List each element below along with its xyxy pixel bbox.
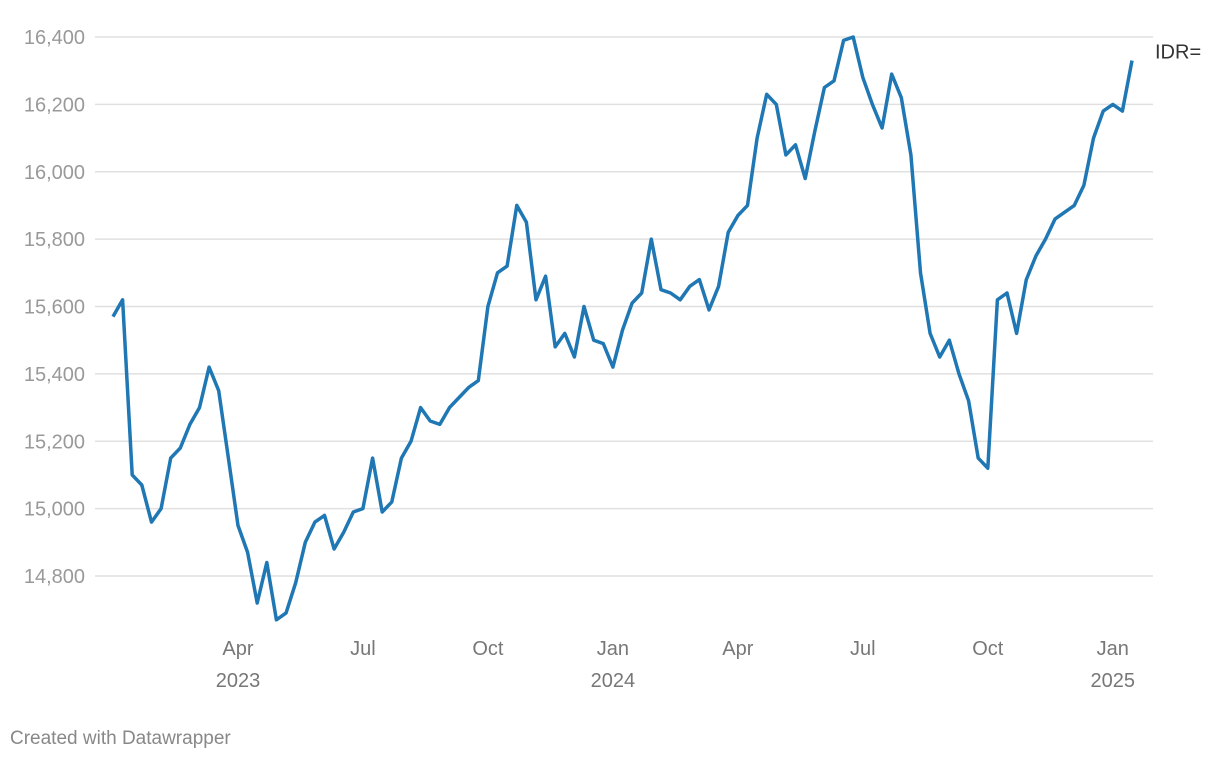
x-tick-label: Apr <box>722 638 753 660</box>
x-tick-label: Jan 2024 <box>591 638 636 692</box>
series-label: IDR= <box>1155 42 1201 64</box>
y-tick-label: 16,200 <box>24 94 85 116</box>
footer: Created with Datawrapper <box>10 728 231 749</box>
x-tick-label: Jul <box>850 638 876 660</box>
y-tick-label: 15,400 <box>24 364 85 386</box>
line <box>111 35 1134 622</box>
x-tick-label: Oct <box>472 638 504 660</box>
x-tick-label: Oct <box>972 638 1004 660</box>
x-tick-label: Jul <box>350 638 376 660</box>
y-tick-label: 15,000 <box>24 499 85 521</box>
x-tick-label: Apr 2023 <box>216 638 261 692</box>
y-tick-label: 15,800 <box>24 229 85 251</box>
y-tick-label: 14,800 <box>24 566 85 588</box>
y-tick-label: 16,400 <box>24 27 85 49</box>
y-tick-label: 15,600 <box>24 297 85 319</box>
y-tick-label: 16,000 <box>24 162 85 184</box>
x-tick-label: Jan 2025 <box>1091 638 1136 692</box>
y-tick-label: 15,200 <box>24 431 85 453</box>
